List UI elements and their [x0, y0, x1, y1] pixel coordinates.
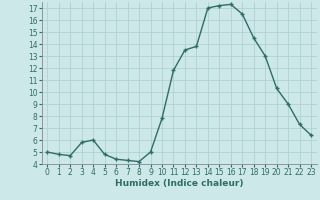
X-axis label: Humidex (Indice chaleur): Humidex (Indice chaleur)	[115, 179, 244, 188]
